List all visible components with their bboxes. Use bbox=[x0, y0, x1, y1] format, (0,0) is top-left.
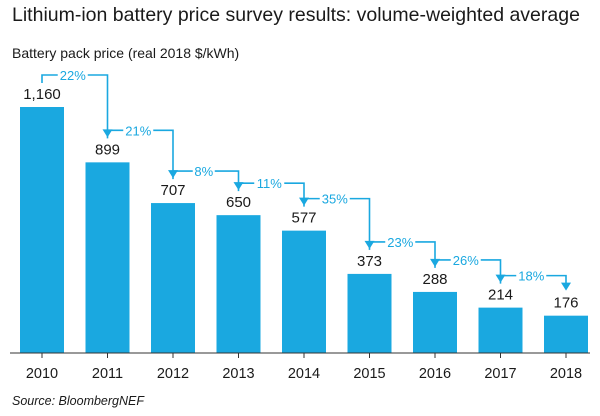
pct-change-label: 21% bbox=[125, 123, 151, 138]
pct-label-bg bbox=[450, 251, 481, 268]
bar-2013 bbox=[216, 215, 261, 353]
pct-change-label: 8% bbox=[194, 164, 213, 179]
y-axis-label: Battery pack price (real 2018 $/kWh) bbox=[12, 45, 239, 61]
change-annotation-2015-2016: 23% bbox=[368, 233, 440, 267]
change-annotation-2017-2018: 18% bbox=[499, 267, 571, 291]
bar-2015 bbox=[347, 273, 392, 353]
bar-2017 bbox=[478, 307, 523, 353]
change-annotation-2011-2012: 21% bbox=[106, 122, 178, 179]
bar-2014 bbox=[282, 230, 326, 353]
value-label-2016: 288 bbox=[422, 271, 447, 288]
value-label-2014: 577 bbox=[291, 210, 316, 227]
bar-2010 bbox=[20, 107, 64, 353]
bar-2012 bbox=[151, 203, 195, 353]
pct-change-label: 18% bbox=[518, 269, 544, 284]
change-annotation-2013-2014: 11% bbox=[237, 175, 309, 206]
x-tick-label-2015: 2015 bbox=[353, 366, 385, 382]
pct-label-bg bbox=[57, 67, 88, 83]
x-tick-label-2012: 2012 bbox=[157, 366, 189, 382]
value-label-2010: 1,160 bbox=[23, 86, 61, 103]
pct-change-label: 11% bbox=[257, 176, 282, 191]
arrow-head bbox=[561, 282, 571, 291]
pct-change-label: 23% bbox=[387, 235, 413, 250]
pct-label-bg bbox=[254, 175, 285, 192]
pct-label-bg bbox=[516, 267, 547, 284]
pct-label-bg bbox=[385, 233, 416, 250]
pct-label-bg bbox=[192, 163, 215, 180]
x-tick-label-2013: 2013 bbox=[222, 366, 254, 382]
x-tick-label-2010: 2010 bbox=[26, 366, 58, 382]
change-annotation-2012-2013: 8% bbox=[172, 163, 244, 191]
value-label-2017: 214 bbox=[488, 287, 513, 304]
change-annotations-group: 22% 21% 8% 11% 35% 23% 26% 18% bbox=[41, 67, 571, 291]
pct-change-label: 26% bbox=[453, 253, 479, 268]
change-annotation-2014-2015: 35% bbox=[303, 190, 375, 249]
x-tick-label-2017: 2017 bbox=[484, 366, 516, 382]
pct-change-label: 35% bbox=[322, 192, 348, 207]
bar-2016 bbox=[413, 291, 457, 353]
value-label-2011: 899 bbox=[95, 141, 120, 158]
x-tick-label-2011: 2011 bbox=[92, 366, 123, 382]
value-label-2012: 707 bbox=[160, 182, 185, 199]
bar-2018 bbox=[544, 315, 588, 353]
pct-label-bg bbox=[319, 190, 350, 207]
bar-2011 bbox=[85, 162, 130, 353]
value-label-2013: 650 bbox=[226, 194, 251, 211]
value-labels-group: 1,160 899 707 650 577 373 288 214 176 bbox=[23, 86, 578, 312]
x-tick-label-2014: 2014 bbox=[288, 366, 320, 382]
source-note: Source: BloombergNEF bbox=[12, 394, 145, 408]
x-axis-ticks-group: 2010 2011 2012 2013 2014 2015 2016 2017 2018 bbox=[26, 353, 582, 382]
pct-change-label: 22% bbox=[60, 68, 86, 83]
x-tick-label-2016: 2016 bbox=[419, 366, 451, 382]
value-label-2018: 176 bbox=[553, 295, 578, 312]
chart-title: Lithium-ion battery price survey results… bbox=[12, 4, 580, 26]
pct-label-bg bbox=[123, 122, 154, 139]
value-label-2015: 373 bbox=[357, 253, 382, 270]
x-tick-label-2018: 2018 bbox=[550, 366, 582, 382]
bars-group bbox=[20, 107, 588, 353]
